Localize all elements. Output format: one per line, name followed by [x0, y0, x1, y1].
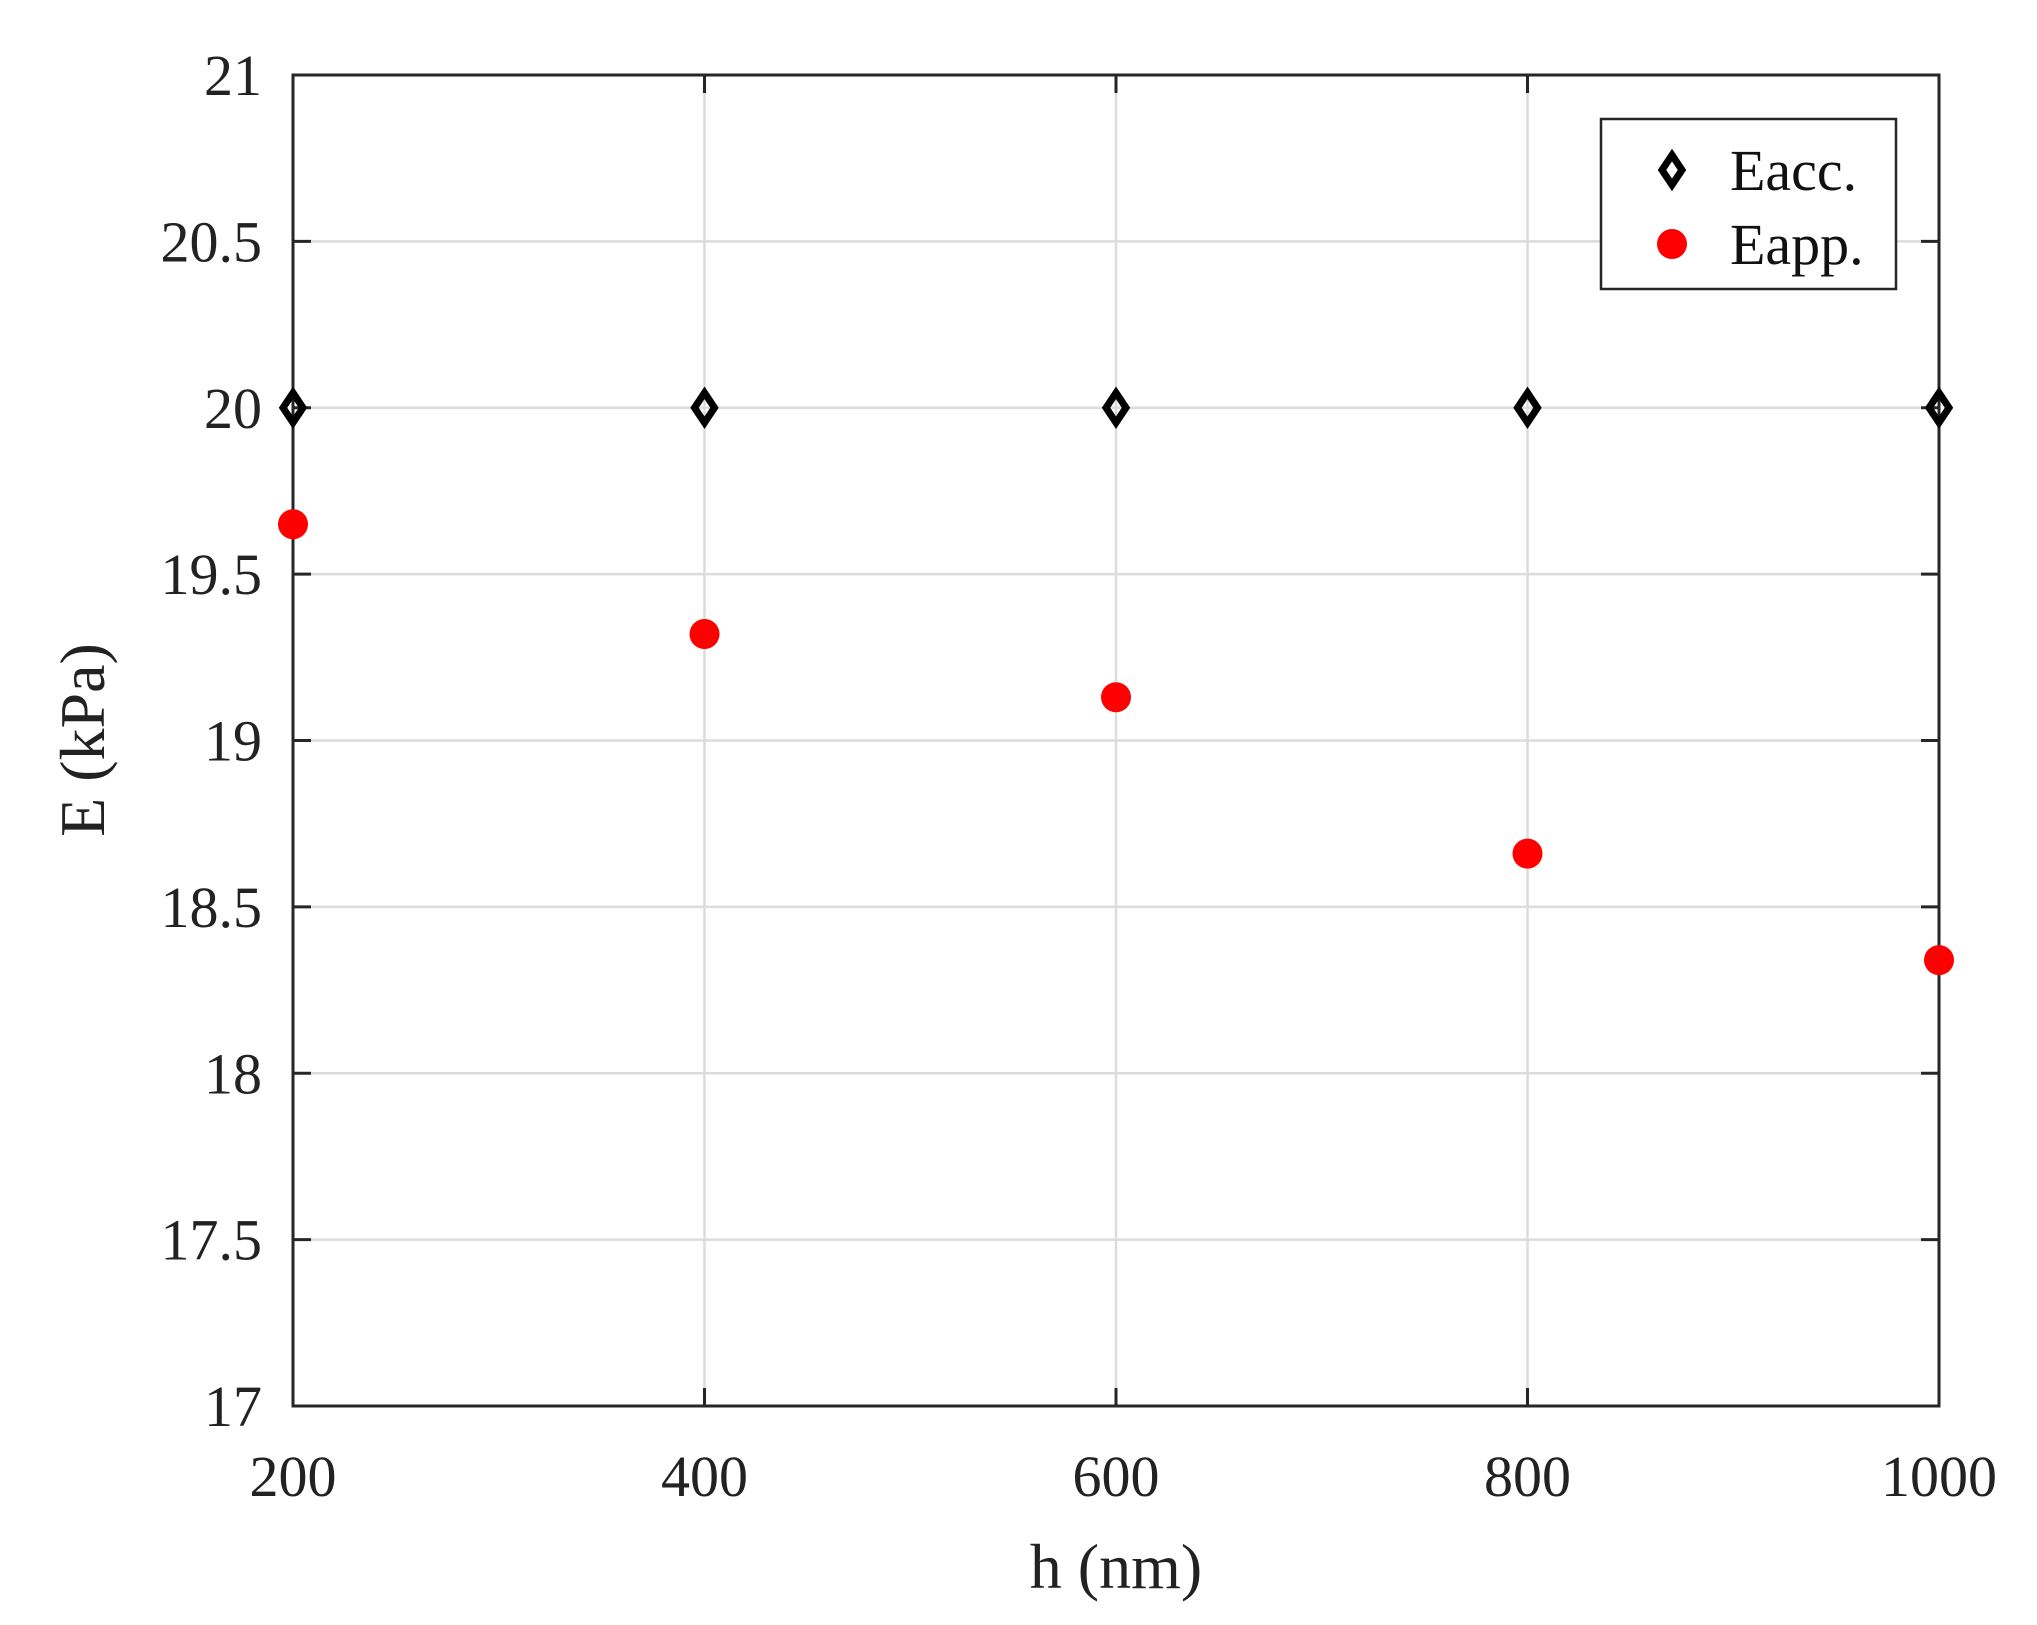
- y-tick-label: 18: [204, 1041, 262, 1106]
- x-tick-label: 200: [250, 1444, 337, 1509]
- y-tick-label: 20: [204, 376, 262, 441]
- eacc-point: [1513, 386, 1542, 430]
- eapp-point: [1924, 945, 1954, 976]
- x-axis-label: h (nm): [1030, 1531, 1202, 1602]
- eacc-point: [1101, 386, 1131, 430]
- eapp-point: [1101, 682, 1131, 713]
- x-tick-label: 400: [661, 1444, 748, 1509]
- series-layer: [278, 386, 1954, 976]
- plot-frame: [291, 73, 1941, 1408]
- legend-label-eacc: Eacc.: [1730, 138, 1857, 203]
- legend-marker-eapp: [1657, 229, 1687, 259]
- x-tick-label: 800: [1484, 1444, 1571, 1509]
- legend-box: [1599, 117, 1898, 291]
- x-tick-labels: 200 400 600 800 1000: [250, 1444, 1998, 1509]
- y-tick-labels: 17 17.5 18 18.5 19 19.5 20 20.5 21: [161, 43, 263, 1439]
- legend-marker-eacc: [1657, 148, 1687, 192]
- y-tick-label: 20.5: [161, 209, 263, 274]
- legend: Eacc. Eapp.: [1599, 117, 1898, 291]
- y-tick-label: 18.5: [161, 875, 263, 940]
- legend-label-eapp: Eapp.: [1730, 212, 1864, 277]
- eapp-point: [1512, 838, 1543, 869]
- eapp-point: [278, 509, 308, 540]
- y-tick-label: 17.5: [161, 1208, 263, 1273]
- eapp-point: [689, 619, 720, 650]
- eacc-point: [1924, 386, 1954, 430]
- y-axis-label: E (kPa): [47, 643, 118, 837]
- y-tick-label: 19.5: [161, 542, 263, 607]
- eacc-point: [690, 386, 719, 430]
- x-tick-label: 1000: [1881, 1444, 1997, 1509]
- y-tick-label: 21: [204, 43, 262, 108]
- series-eapp: [278, 509, 1954, 976]
- eacc-point: [278, 386, 308, 430]
- y-tick-label: 19: [204, 709, 262, 774]
- series-eacc: [278, 386, 1954, 430]
- x-tick-label: 600: [1073, 1444, 1160, 1509]
- y-tick-label: 17: [204, 1374, 262, 1439]
